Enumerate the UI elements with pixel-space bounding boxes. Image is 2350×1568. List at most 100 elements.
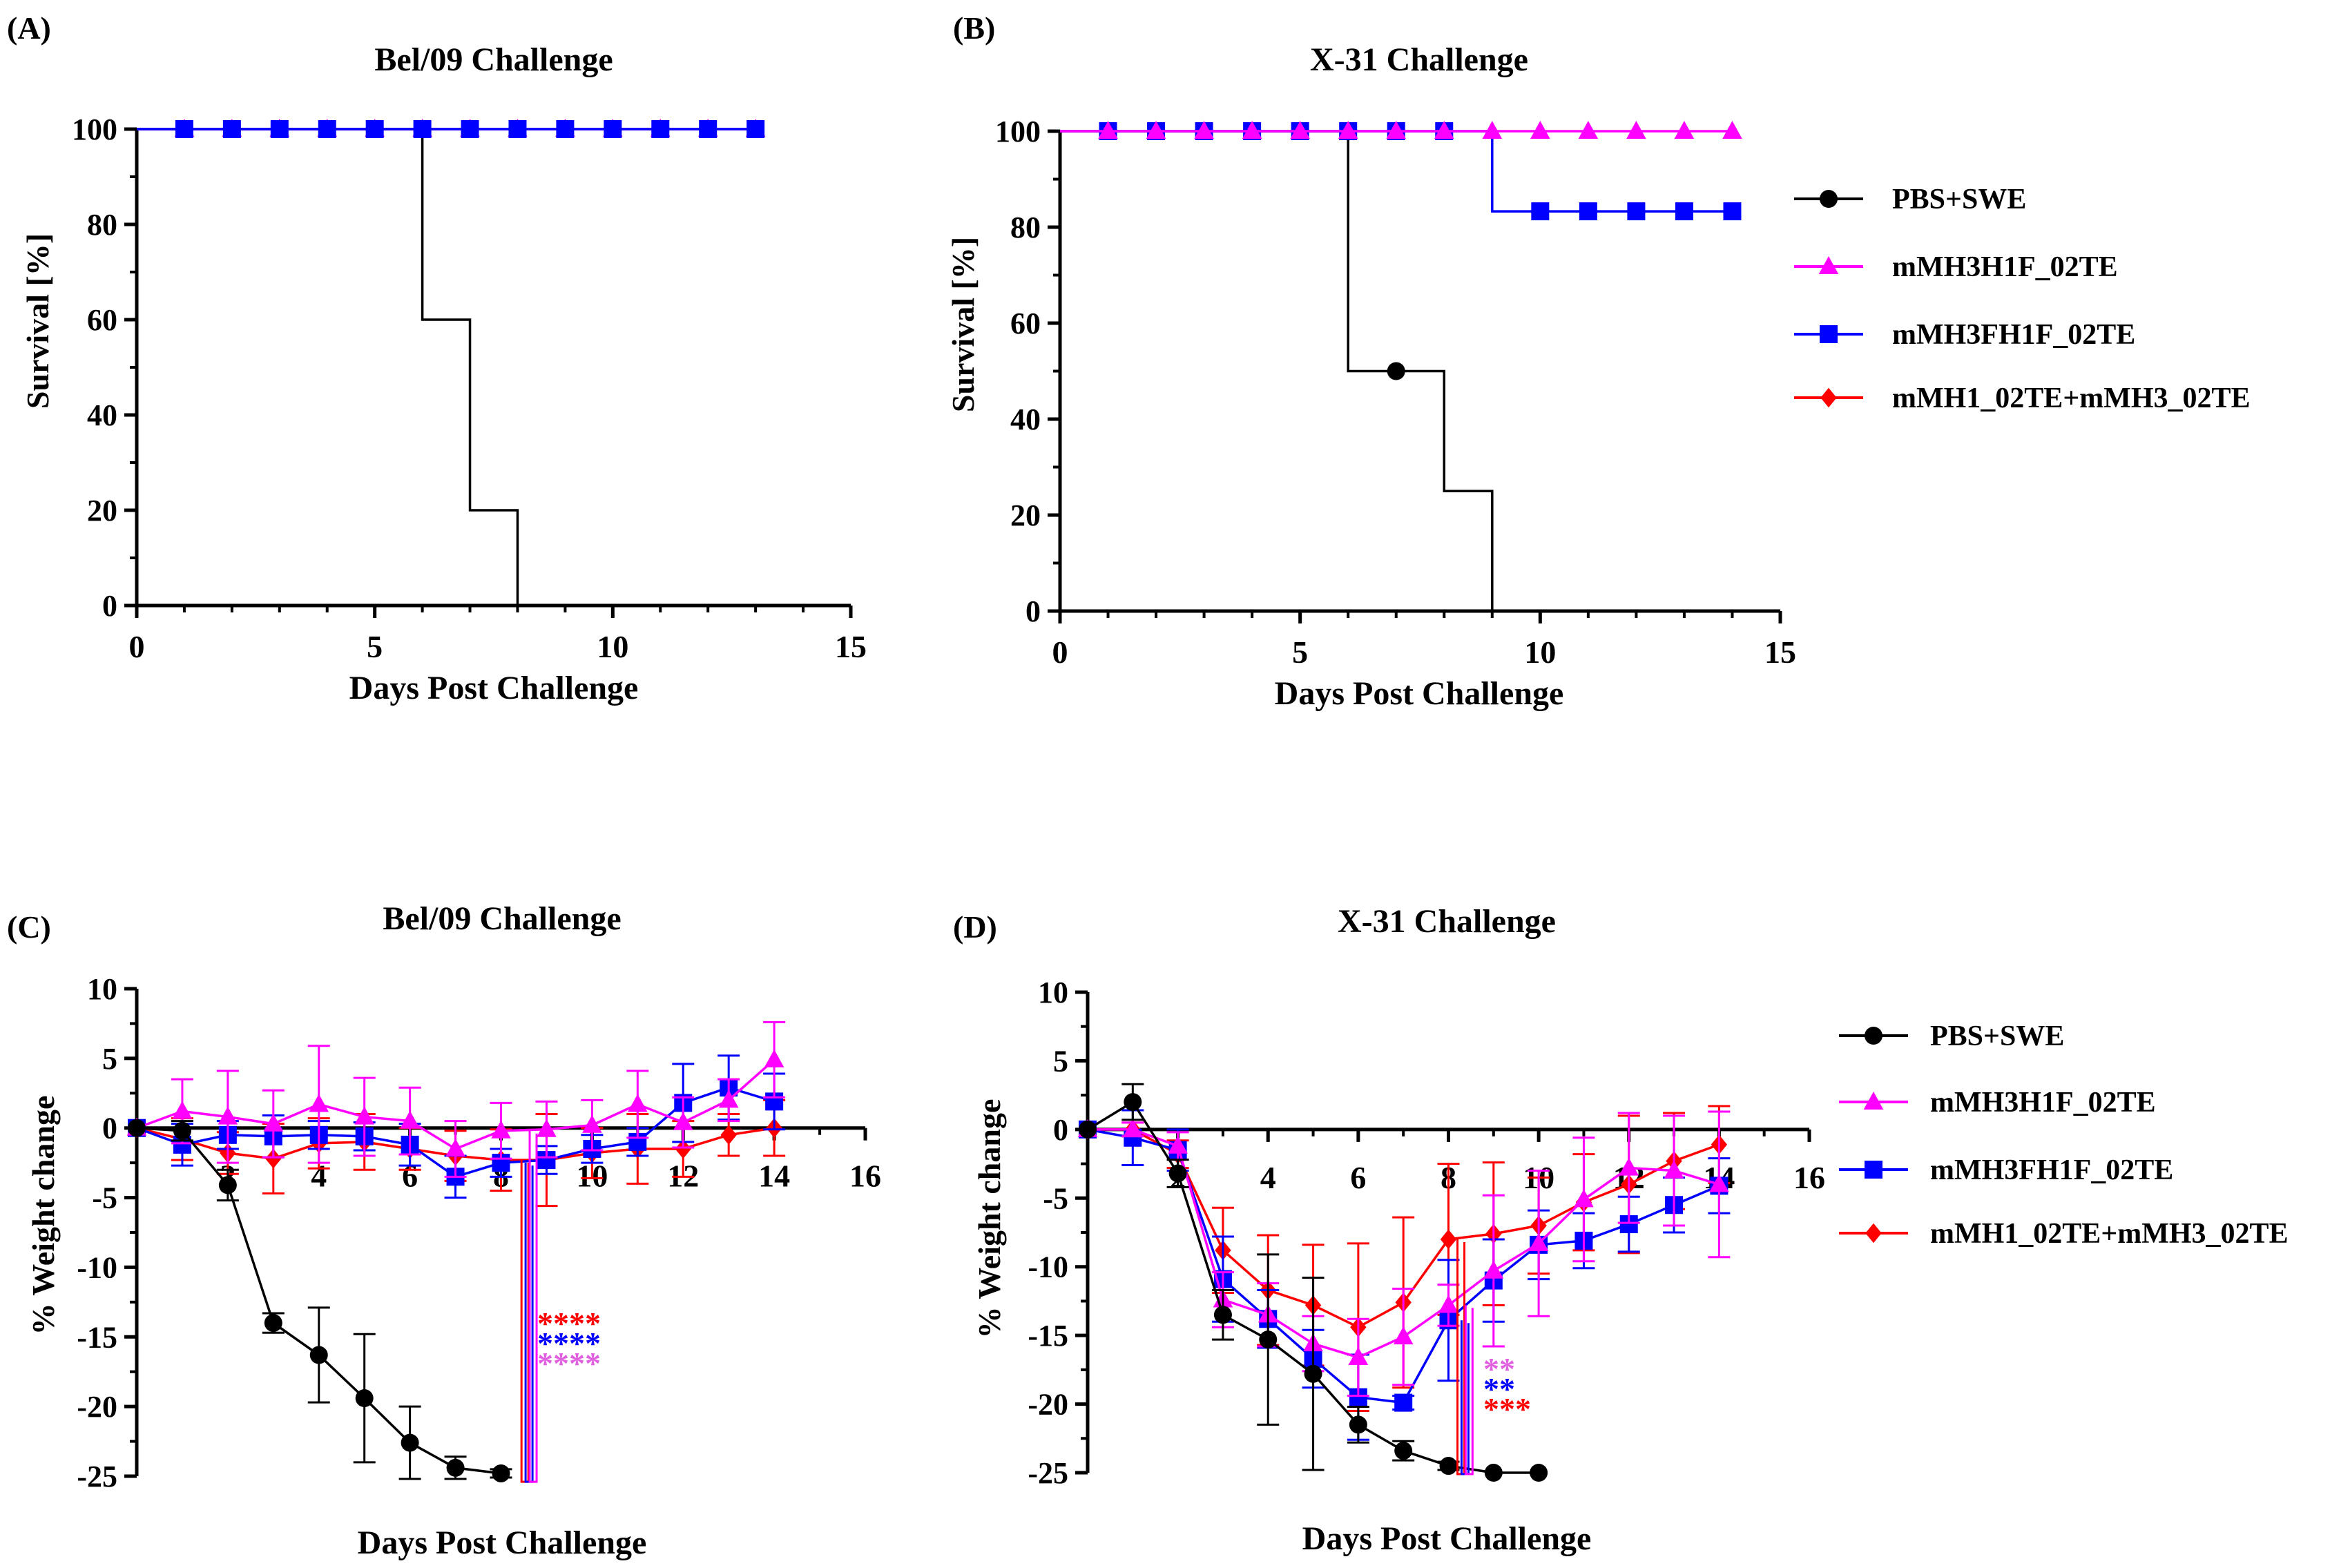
marker-circle — [128, 1119, 146, 1137]
legend-label: mMH3H1F_02TE — [1930, 1087, 2156, 1119]
panel-label: (D) — [953, 909, 997, 945]
bracket-line — [528, 1130, 538, 1483]
y-axis-label: % Weight change — [972, 1099, 1007, 1339]
marker-circle — [1387, 362, 1405, 380]
marker-triangle — [628, 1094, 648, 1112]
y-tick-label: 0 — [1053, 1113, 1068, 1147]
legend-label: PBS+SWE — [1892, 184, 2026, 215]
marker-triangle — [1393, 1326, 1414, 1345]
legend-item: mMH1_02TE+mMH3_02TE — [1839, 1218, 2289, 1250]
y-tick-label: -15 — [1028, 1319, 1068, 1353]
y-tick-label: -10 — [1028, 1250, 1068, 1284]
legend-marker-diamond — [1794, 387, 1863, 408]
legend-marker-diamond — [1839, 1223, 1908, 1243]
marker-triangle — [1483, 1260, 1504, 1279]
plot-area: 0 20 40 60 80 100 0 5 10 15 — [995, 115, 1796, 670]
y-tick-label: -5 — [1043, 1181, 1068, 1215]
y-tick-label: 60 — [1010, 307, 1041, 340]
marker-diamond — [265, 1148, 282, 1169]
marker-circle — [309, 1346, 328, 1364]
chart-title: X-31 Challenge — [1338, 903, 1556, 940]
series-circle — [137, 120, 519, 606]
marker-diamond — [720, 1125, 737, 1145]
series-circle — [1060, 122, 1494, 611]
marker-triangle — [400, 1110, 420, 1129]
series-line — [137, 128, 519, 606]
legend-marker-circle — [1794, 190, 1863, 208]
marker-triangle — [1482, 121, 1503, 139]
marker-triangle — [537, 1119, 557, 1137]
marker-circle — [1484, 1464, 1503, 1482]
y-tick-label: 0 — [102, 1112, 117, 1145]
panel-a: (A) Bel/09 Challenge Survival [%] Days P… — [7, 10, 867, 706]
marker-circle — [1259, 1330, 1278, 1349]
significance-brackets: ************ — [520, 1130, 601, 1483]
marker-square — [270, 120, 289, 138]
y-tick-label: 40 — [1010, 403, 1041, 436]
significance-brackets: ******* — [1456, 1239, 1531, 1475]
marker-circle — [1349, 1415, 1367, 1434]
y-tick-label: 100 — [72, 113, 117, 146]
marker-square — [651, 120, 670, 138]
x-axis-label: Days Post Challenge — [358, 1525, 647, 1561]
significance-stars: ** — [1483, 1351, 1515, 1386]
x-tick-label: 4 — [311, 1159, 327, 1194]
marker-square — [365, 120, 384, 138]
marker-square — [461, 120, 479, 138]
panel-label: (A) — [7, 10, 51, 46]
marker-triangle — [1619, 1157, 1639, 1176]
marker-square — [556, 120, 575, 138]
marker-triangle — [1290, 121, 1310, 139]
x-tick-label: 6 — [402, 1159, 418, 1194]
y-tick-label: 20 — [1010, 499, 1041, 532]
marker-square — [1531, 202, 1550, 221]
y-tick-label: 40 — [87, 398, 117, 432]
series-line — [1060, 130, 1494, 611]
marker-triangle — [1123, 1119, 1143, 1137]
y-tick-label: -10 — [77, 1250, 117, 1284]
y-tick-label: -20 — [1028, 1388, 1068, 1422]
chart-title: Bel/09 Challenge — [374, 41, 613, 78]
marker-circle — [1865, 1027, 1882, 1045]
x-tick-label: 4 — [1260, 1160, 1276, 1195]
marker-triangle — [172, 1101, 193, 1119]
marker-triangle — [1242, 121, 1262, 139]
x-tick-label: 10 — [597, 629, 628, 664]
marker-square — [747, 120, 765, 138]
y-tick-label: 10 — [87, 972, 117, 1006]
marker-square — [1723, 202, 1742, 221]
marker-triangle — [1664, 1160, 1684, 1179]
chart-title: Bel/09 Challenge — [383, 900, 621, 937]
marker-triangle — [1818, 256, 1839, 275]
y-tick-label: -25 — [77, 1460, 117, 1493]
plot-area: 0 20 40 60 80 100 0 5 10 15 — [72, 113, 867, 664]
legend-marker-circle — [1839, 1027, 1908, 1045]
y-tick-label: -15 — [77, 1320, 117, 1354]
marker-circle — [1079, 1120, 1097, 1139]
marker-triangle — [1168, 1135, 1188, 1154]
marker-circle — [1124, 1093, 1142, 1112]
marker-triangle — [764, 1049, 784, 1067]
marker-triangle — [673, 1112, 693, 1130]
marker-triangle — [491, 1120, 511, 1139]
y-axis-label: Survival [%] — [945, 237, 981, 412]
series-square — [137, 120, 765, 138]
legend-item: mMH3FH1F_02TE — [1839, 1154, 2173, 1186]
y-tick-label: 100 — [995, 115, 1041, 148]
marker-square — [318, 120, 336, 138]
x-tick-label: 10 — [1524, 635, 1556, 670]
marker-triangle — [1434, 121, 1454, 139]
marker-triangle — [309, 1094, 329, 1112]
y-tick-label: 0 — [1025, 594, 1041, 628]
x-tick-label: 15 — [1764, 635, 1796, 670]
legend-item: mMH3H1F_02TE — [1794, 251, 2118, 283]
y-tick-label: 5 — [1053, 1044, 1068, 1078]
legend-item: mMH3FH1F_02TE — [1794, 319, 2135, 351]
marker-circle — [492, 1464, 510, 1482]
y-tick-label: 0 — [102, 589, 117, 623]
legend-item: PBS+SWE — [1839, 1020, 2064, 1052]
marker-circle — [401, 1433, 419, 1452]
y-tick-label: 80 — [1010, 211, 1041, 244]
x-axis-label: Days Post Challenge — [349, 670, 639, 706]
marker-square — [1675, 202, 1693, 221]
